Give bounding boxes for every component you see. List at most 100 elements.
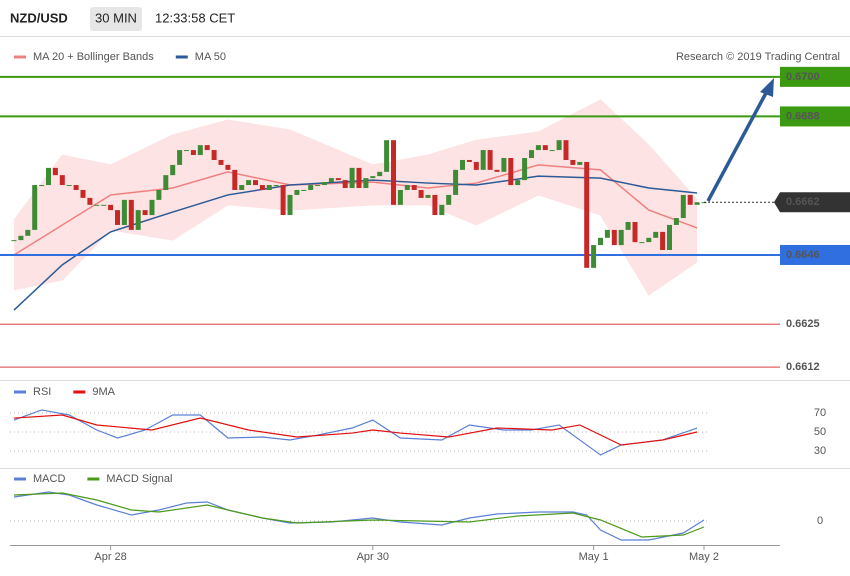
level-label: 0.6646 (786, 249, 820, 261)
legend-label: MACD (33, 473, 65, 485)
candle (639, 242, 645, 244)
candle (680, 194, 686, 219)
level-label-box (780, 66, 850, 87)
symbol: NZD/USD (10, 10, 68, 25)
candle (328, 178, 334, 183)
candle (259, 185, 265, 190)
candle (301, 189, 307, 191)
clock: 12:33:58 CET (155, 10, 235, 25)
candle (563, 140, 569, 160)
last-price-label: 0.6662 (786, 196, 820, 208)
level-label: 0.6612 (786, 361, 820, 373)
candle (349, 167, 355, 189)
legend-label: RSI (33, 386, 51, 398)
candle (549, 150, 555, 152)
candle (142, 210, 148, 216)
candle (535, 145, 541, 151)
candle (170, 164, 176, 176)
candle (611, 229, 617, 246)
y-tick-label: 0 (817, 515, 823, 527)
moving-average (13, 164, 698, 256)
x-tick-label: Apr 28 (94, 551, 126, 563)
candle (59, 175, 65, 186)
candle (384, 140, 390, 172)
candle (453, 169, 459, 195)
candle (18, 235, 24, 241)
candle (135, 210, 141, 230)
candle (197, 145, 203, 156)
candle (446, 194, 452, 205)
moving-average (13, 175, 698, 311)
candle (432, 194, 438, 216)
candle (273, 185, 279, 187)
level-label-box (780, 106, 850, 127)
level-label-box (780, 244, 850, 265)
candle (577, 161, 583, 165)
candle (94, 204, 100, 206)
candle (487, 150, 493, 170)
candle (239, 185, 245, 190)
candle (570, 159, 576, 165)
candle (266, 185, 272, 190)
candle (515, 180, 521, 186)
candle (225, 164, 231, 170)
band-lower (13, 194, 698, 296)
candle (46, 167, 51, 186)
candle (184, 150, 189, 152)
level-label: 0.6700 (786, 71, 820, 83)
last-price-box (774, 192, 850, 213)
candle (218, 159, 224, 165)
candle (397, 189, 403, 205)
candle (466, 159, 472, 162)
credit: Research © 2019 Trading Central (676, 51, 840, 63)
candle (190, 150, 196, 156)
candle (121, 199, 127, 225)
candle (480, 150, 486, 170)
candle (66, 185, 72, 187)
candle (335, 178, 341, 181)
indicator-line (13, 492, 705, 538)
candle (584, 161, 590, 268)
level-label: 0.6688 (786, 110, 820, 122)
candle (529, 150, 534, 158)
candle (473, 161, 479, 170)
candle (377, 171, 383, 177)
candle (149, 199, 155, 216)
candle (73, 185, 79, 190)
candle (618, 229, 624, 246)
candle (625, 221, 631, 230)
candle (294, 189, 300, 195)
legend-label: MA 50 (195, 51, 226, 63)
candle (280, 185, 286, 216)
candle (460, 159, 465, 170)
candle (315, 185, 321, 187)
candle (370, 176, 376, 179)
candle (667, 224, 672, 251)
forecast-arrow (706, 78, 774, 202)
x-tick-label: May 1 (579, 551, 609, 563)
candle (660, 231, 666, 251)
candle (32, 185, 38, 230)
candle (673, 218, 679, 225)
candle (115, 210, 120, 225)
candle (87, 197, 93, 205)
band-upper (13, 99, 698, 221)
candle (308, 185, 314, 190)
candle (25, 229, 31, 236)
candle (246, 180, 252, 186)
candle (598, 237, 603, 246)
candle (52, 167, 58, 176)
candle (80, 189, 86, 198)
candle (404, 185, 410, 190)
y-tick-label: 30 (814, 445, 826, 457)
bollinger-band (14, 99, 698, 295)
candle (418, 189, 424, 198)
candle (156, 189, 162, 200)
timeframe: 30 MIN (95, 10, 137, 25)
candle (687, 194, 693, 205)
candle (556, 140, 562, 151)
candle (653, 231, 659, 238)
candle (425, 194, 431, 198)
candle (494, 169, 500, 172)
